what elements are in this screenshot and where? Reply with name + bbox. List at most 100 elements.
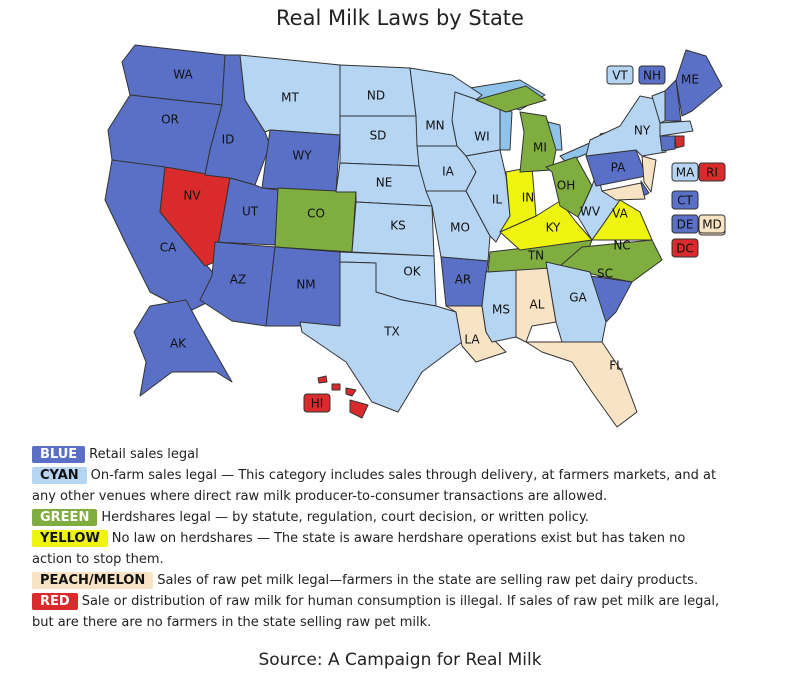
state-label: SC bbox=[597, 267, 613, 281]
state-label-box bbox=[698, 214, 726, 234]
state-label: ID bbox=[222, 133, 235, 147]
state: MO bbox=[425, 190, 491, 262]
legend-item: CYAN On-farm sales legal — This category … bbox=[32, 465, 722, 507]
state-label: OK bbox=[403, 265, 421, 279]
legend-key: PEACH/MELON bbox=[32, 572, 154, 589]
legend-item: BLUE Retail sales legal bbox=[32, 444, 722, 465]
state: ND bbox=[339, 64, 417, 117]
us-map: WA OR CA NV ID MT WY UT CO AZ NM ND SD NE KS OK TX MN IA MO… bbox=[104, 44, 726, 428]
state-label: SD bbox=[370, 129, 387, 143]
map-title: Real Milk Laws by State bbox=[276, 6, 524, 30]
state: FL bbox=[525, 341, 638, 428]
state-label-box bbox=[698, 162, 726, 182]
state-shape bbox=[591, 199, 653, 241]
state-label: IN bbox=[522, 191, 535, 205]
state-label-box bbox=[671, 190, 699, 210]
state-label: AZ bbox=[230, 273, 246, 287]
state-label: CO bbox=[307, 207, 325, 221]
state-label: IA bbox=[442, 165, 455, 179]
state-label: AK bbox=[170, 337, 187, 351]
state-label: RI bbox=[706, 166, 718, 180]
state: MS bbox=[481, 266, 517, 343]
state: CT bbox=[659, 135, 699, 210]
state: ME bbox=[675, 49, 723, 117]
state-label: UT bbox=[242, 205, 259, 219]
state-shape bbox=[675, 49, 723, 117]
state-label: NH bbox=[643, 69, 661, 83]
legend-key: CYAN bbox=[32, 467, 87, 484]
legend-item: PEACH/MELON Sales of raw pet milk legal—f… bbox=[32, 570, 722, 591]
state: OR bbox=[107, 94, 223, 176]
state: VA bbox=[591, 199, 653, 241]
state: NM bbox=[265, 246, 341, 327]
source: Source: A Campaign for Real Milk bbox=[258, 650, 542, 670]
state-label: MA bbox=[676, 166, 695, 180]
state-label: PA bbox=[611, 161, 626, 175]
state-shape bbox=[345, 387, 357, 397]
state-label: MD bbox=[702, 218, 722, 232]
state: TX bbox=[299, 261, 463, 413]
state: NY bbox=[585, 95, 667, 157]
state: IN bbox=[499, 166, 537, 233]
state: NH bbox=[638, 65, 682, 122]
state: AK bbox=[133, 299, 233, 397]
state-label: GA bbox=[569, 291, 587, 305]
state-label-box bbox=[671, 238, 699, 258]
state-label: MN bbox=[425, 119, 444, 133]
legend-text: Retail sales legal bbox=[89, 447, 199, 462]
state-shape bbox=[331, 383, 341, 391]
legend-text: Herdshares legal — by statute, regulatio… bbox=[101, 510, 589, 525]
state-shape bbox=[585, 95, 667, 157]
state-label: HI bbox=[311, 397, 324, 411]
state-label: IL bbox=[492, 193, 503, 207]
state-label: TX bbox=[383, 325, 400, 339]
state-label: WA bbox=[173, 68, 193, 82]
legend-item: YELLOW No law on herdshares — The state i… bbox=[32, 528, 722, 570]
legend-text: No law on herdshares — The state is awar… bbox=[32, 531, 686, 567]
state-shape bbox=[317, 375, 328, 384]
state-shape bbox=[659, 120, 694, 137]
state-shape bbox=[659, 135, 676, 152]
state-label: KS bbox=[390, 219, 406, 233]
state-label: ND bbox=[367, 89, 385, 103]
state: KS bbox=[351, 201, 435, 257]
state-label: CA bbox=[160, 241, 177, 255]
state-label: WI bbox=[474, 130, 489, 144]
legend: BLUE Retail sales legal CYAN On-farm sales … bbox=[32, 444, 722, 633]
state-label: VT bbox=[612, 69, 628, 83]
legend-text: Sales of raw pet milk legal—farmers in t… bbox=[157, 573, 699, 588]
legend-item: RED Sale or distribution of raw milk for … bbox=[32, 591, 722, 633]
state-label-box bbox=[671, 162, 699, 182]
state-label: ME bbox=[681, 73, 699, 87]
state-shape bbox=[601, 182, 646, 201]
state: IL bbox=[465, 149, 511, 243]
states: WA OR CA NV ID MT WY UT CO AZ NM ND SD NE KS OK TX MN IA MO… bbox=[104, 44, 726, 428]
state-shape bbox=[465, 149, 511, 243]
legend-key: GREEN bbox=[32, 509, 98, 526]
state-label: NC bbox=[613, 239, 630, 253]
state-shape bbox=[475, 85, 547, 113]
state-label: MO bbox=[450, 221, 470, 235]
state-label: OH bbox=[557, 179, 575, 193]
state-label: VA bbox=[612, 207, 628, 221]
state-shape bbox=[641, 155, 657, 193]
state-shape bbox=[133, 299, 233, 397]
state-shape bbox=[674, 135, 685, 149]
state-label: OR bbox=[161, 113, 179, 127]
state: HI bbox=[303, 375, 369, 419]
state-label-box bbox=[303, 393, 331, 413]
state-label: LA bbox=[464, 333, 480, 347]
state-label: DE bbox=[677, 218, 694, 232]
state: MD bbox=[601, 182, 726, 234]
state: MN bbox=[409, 67, 483, 147]
legend-text: Sale or distribution of raw milk for hum… bbox=[32, 594, 720, 630]
state-label: KY bbox=[546, 221, 561, 235]
state-label: FL bbox=[609, 359, 623, 373]
state-label: TN bbox=[527, 249, 544, 263]
state-label: MI bbox=[533, 141, 547, 155]
state-label: MS bbox=[492, 303, 510, 317]
state: CO bbox=[274, 187, 357, 253]
state-shape bbox=[664, 79, 682, 122]
state-label: MT bbox=[281, 91, 299, 105]
state-label-box bbox=[671, 214, 699, 234]
